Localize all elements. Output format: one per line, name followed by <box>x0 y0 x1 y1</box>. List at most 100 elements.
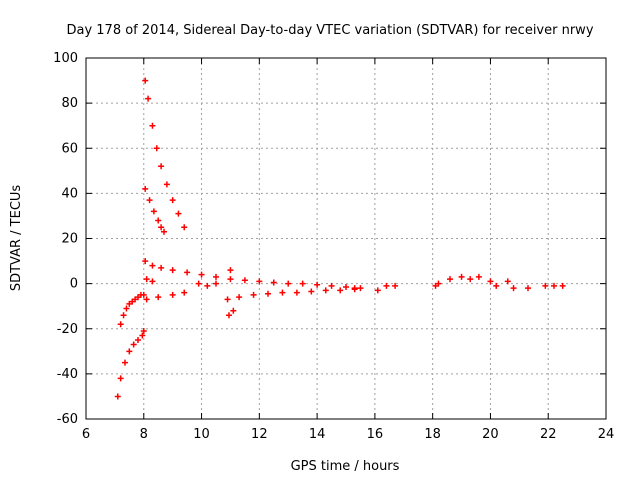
y-tick-label: 20 <box>61 232 78 247</box>
data-point-lower-band <box>169 291 176 298</box>
y-tick-label: -20 <box>57 322 78 337</box>
data-point-upper-band <box>158 264 165 271</box>
data-point-misc <box>504 278 511 285</box>
data-point-upper-band <box>328 282 335 289</box>
data-point-steep-high <box>163 181 170 188</box>
data-point-rising-low <box>139 332 146 339</box>
data-point-upper-band <box>169 267 176 274</box>
data-point-mid-high <box>150 208 157 215</box>
data-point-steep-high <box>145 95 152 102</box>
data-point-upper-band <box>213 273 219 280</box>
data-point-steep-high <box>158 163 165 170</box>
data-point-misc <box>447 276 453 283</box>
data-point-misc <box>392 282 399 289</box>
data-point-upper-band <box>227 276 234 283</box>
data-point-lower-band <box>181 289 188 296</box>
data-point-lower-band <box>322 287 329 294</box>
data-point-steep-high <box>149 122 156 129</box>
data-point-steep-high <box>169 197 176 204</box>
data-point-misc <box>149 278 156 285</box>
data-point-lower-band <box>143 296 150 303</box>
x-tick-label: 6 <box>82 427 90 442</box>
data-point-rising-low <box>114 393 121 400</box>
data-point-lower-band <box>357 285 364 292</box>
data-point-steep-high <box>142 77 149 84</box>
data-point-mid-high <box>146 197 153 204</box>
data-point-rising-low <box>122 359 128 366</box>
x-tick-label: 18 <box>424 427 441 442</box>
data-point-upper-band <box>256 278 263 285</box>
data-point-misc <box>383 282 390 289</box>
x-axis-label: GPS time / hours <box>291 459 400 474</box>
data-point-upper-band <box>241 277 248 284</box>
data-point-lower-band <box>265 290 271 297</box>
data-point-rising-low <box>126 348 133 355</box>
data-point-misc <box>195 280 202 287</box>
data-point-misc <box>525 285 531 292</box>
y-tick-label: 80 <box>61 96 78 111</box>
x-tick-label: 22 <box>540 427 557 442</box>
data-point-upper-band <box>285 280 292 287</box>
data-point-misc <box>230 307 237 314</box>
data-point-rising-low <box>135 337 141 344</box>
y-axis-label: SDTVAR / TECUs <box>9 185 24 292</box>
data-point-upper-band <box>314 281 321 288</box>
data-point-misc <box>143 276 150 283</box>
data-point-misc <box>204 282 211 289</box>
data-point-lower-band <box>293 289 300 296</box>
data-point-lower-band <box>250 291 257 298</box>
y-tick-label: -60 <box>57 412 78 427</box>
data-point-misc <box>213 280 219 287</box>
x-tick-label: 8 <box>140 427 148 442</box>
data-point-lower-band <box>224 296 231 303</box>
x-tick-label: 16 <box>367 427 384 442</box>
data-point-upper-band <box>343 284 349 291</box>
data-point-misc <box>374 287 381 294</box>
data-point-cluster-neg <box>120 312 127 319</box>
chart-title: Day 178 of 2014, Sidereal Day-to-day VTE… <box>66 23 593 38</box>
data-point-misc <box>226 312 232 319</box>
data-point-lower-band <box>236 294 243 301</box>
data-point-misc <box>227 267 234 274</box>
data-point-mid-high <box>142 185 149 192</box>
data-point-lower-band <box>279 289 286 296</box>
data-point-misc <box>493 282 500 289</box>
y-tick-label: 40 <box>61 186 78 201</box>
data-point-steep-high <box>175 210 182 217</box>
data-point-upper-band <box>184 269 191 276</box>
x-tick-label: 24 <box>598 427 615 442</box>
grid-lines <box>86 58 606 419</box>
plot-frame <box>85 57 607 420</box>
data-point-upper-band <box>270 279 277 286</box>
axis-ticks: 6 8 10 12 14 16 18 20 22 24 -60 -40 -20 0 20 40 60 80 100 <box>53 51 614 442</box>
data-point-upper-band <box>299 280 306 287</box>
data-point-misc <box>467 276 474 283</box>
data-point-mid-high <box>155 217 162 224</box>
data-point-lower-band <box>308 288 315 295</box>
x-tick-label: 10 <box>193 427 210 442</box>
data-point-misc <box>542 282 549 289</box>
y-tick-label: 0 <box>70 277 78 292</box>
data-points <box>114 77 566 400</box>
data-point-cluster-neg <box>117 321 124 328</box>
y-tick-label: 60 <box>61 141 78 156</box>
data-point-misc <box>510 285 517 292</box>
data-point-cluster-neg <box>140 291 147 298</box>
x-tick-label: 14 <box>309 427 326 442</box>
data-point-cluster-neg <box>123 305 130 312</box>
data-point-lower-band <box>155 294 162 301</box>
data-point-lower-band <box>337 287 344 294</box>
data-point-upper-band <box>149 262 156 269</box>
x-tick-label: 12 <box>251 427 268 442</box>
data-point-misc <box>559 282 566 289</box>
data-point-lower-band <box>351 286 358 293</box>
data-point-misc <box>475 273 482 280</box>
y-tick-label: 100 <box>53 51 78 66</box>
data-point-rising-low <box>140 328 147 335</box>
data-point-misc <box>435 280 442 287</box>
data-point-steep-high <box>153 145 160 152</box>
data-point-misc <box>458 273 465 280</box>
data-point-upper-band <box>142 258 149 265</box>
data-point-mid-high <box>158 224 165 231</box>
